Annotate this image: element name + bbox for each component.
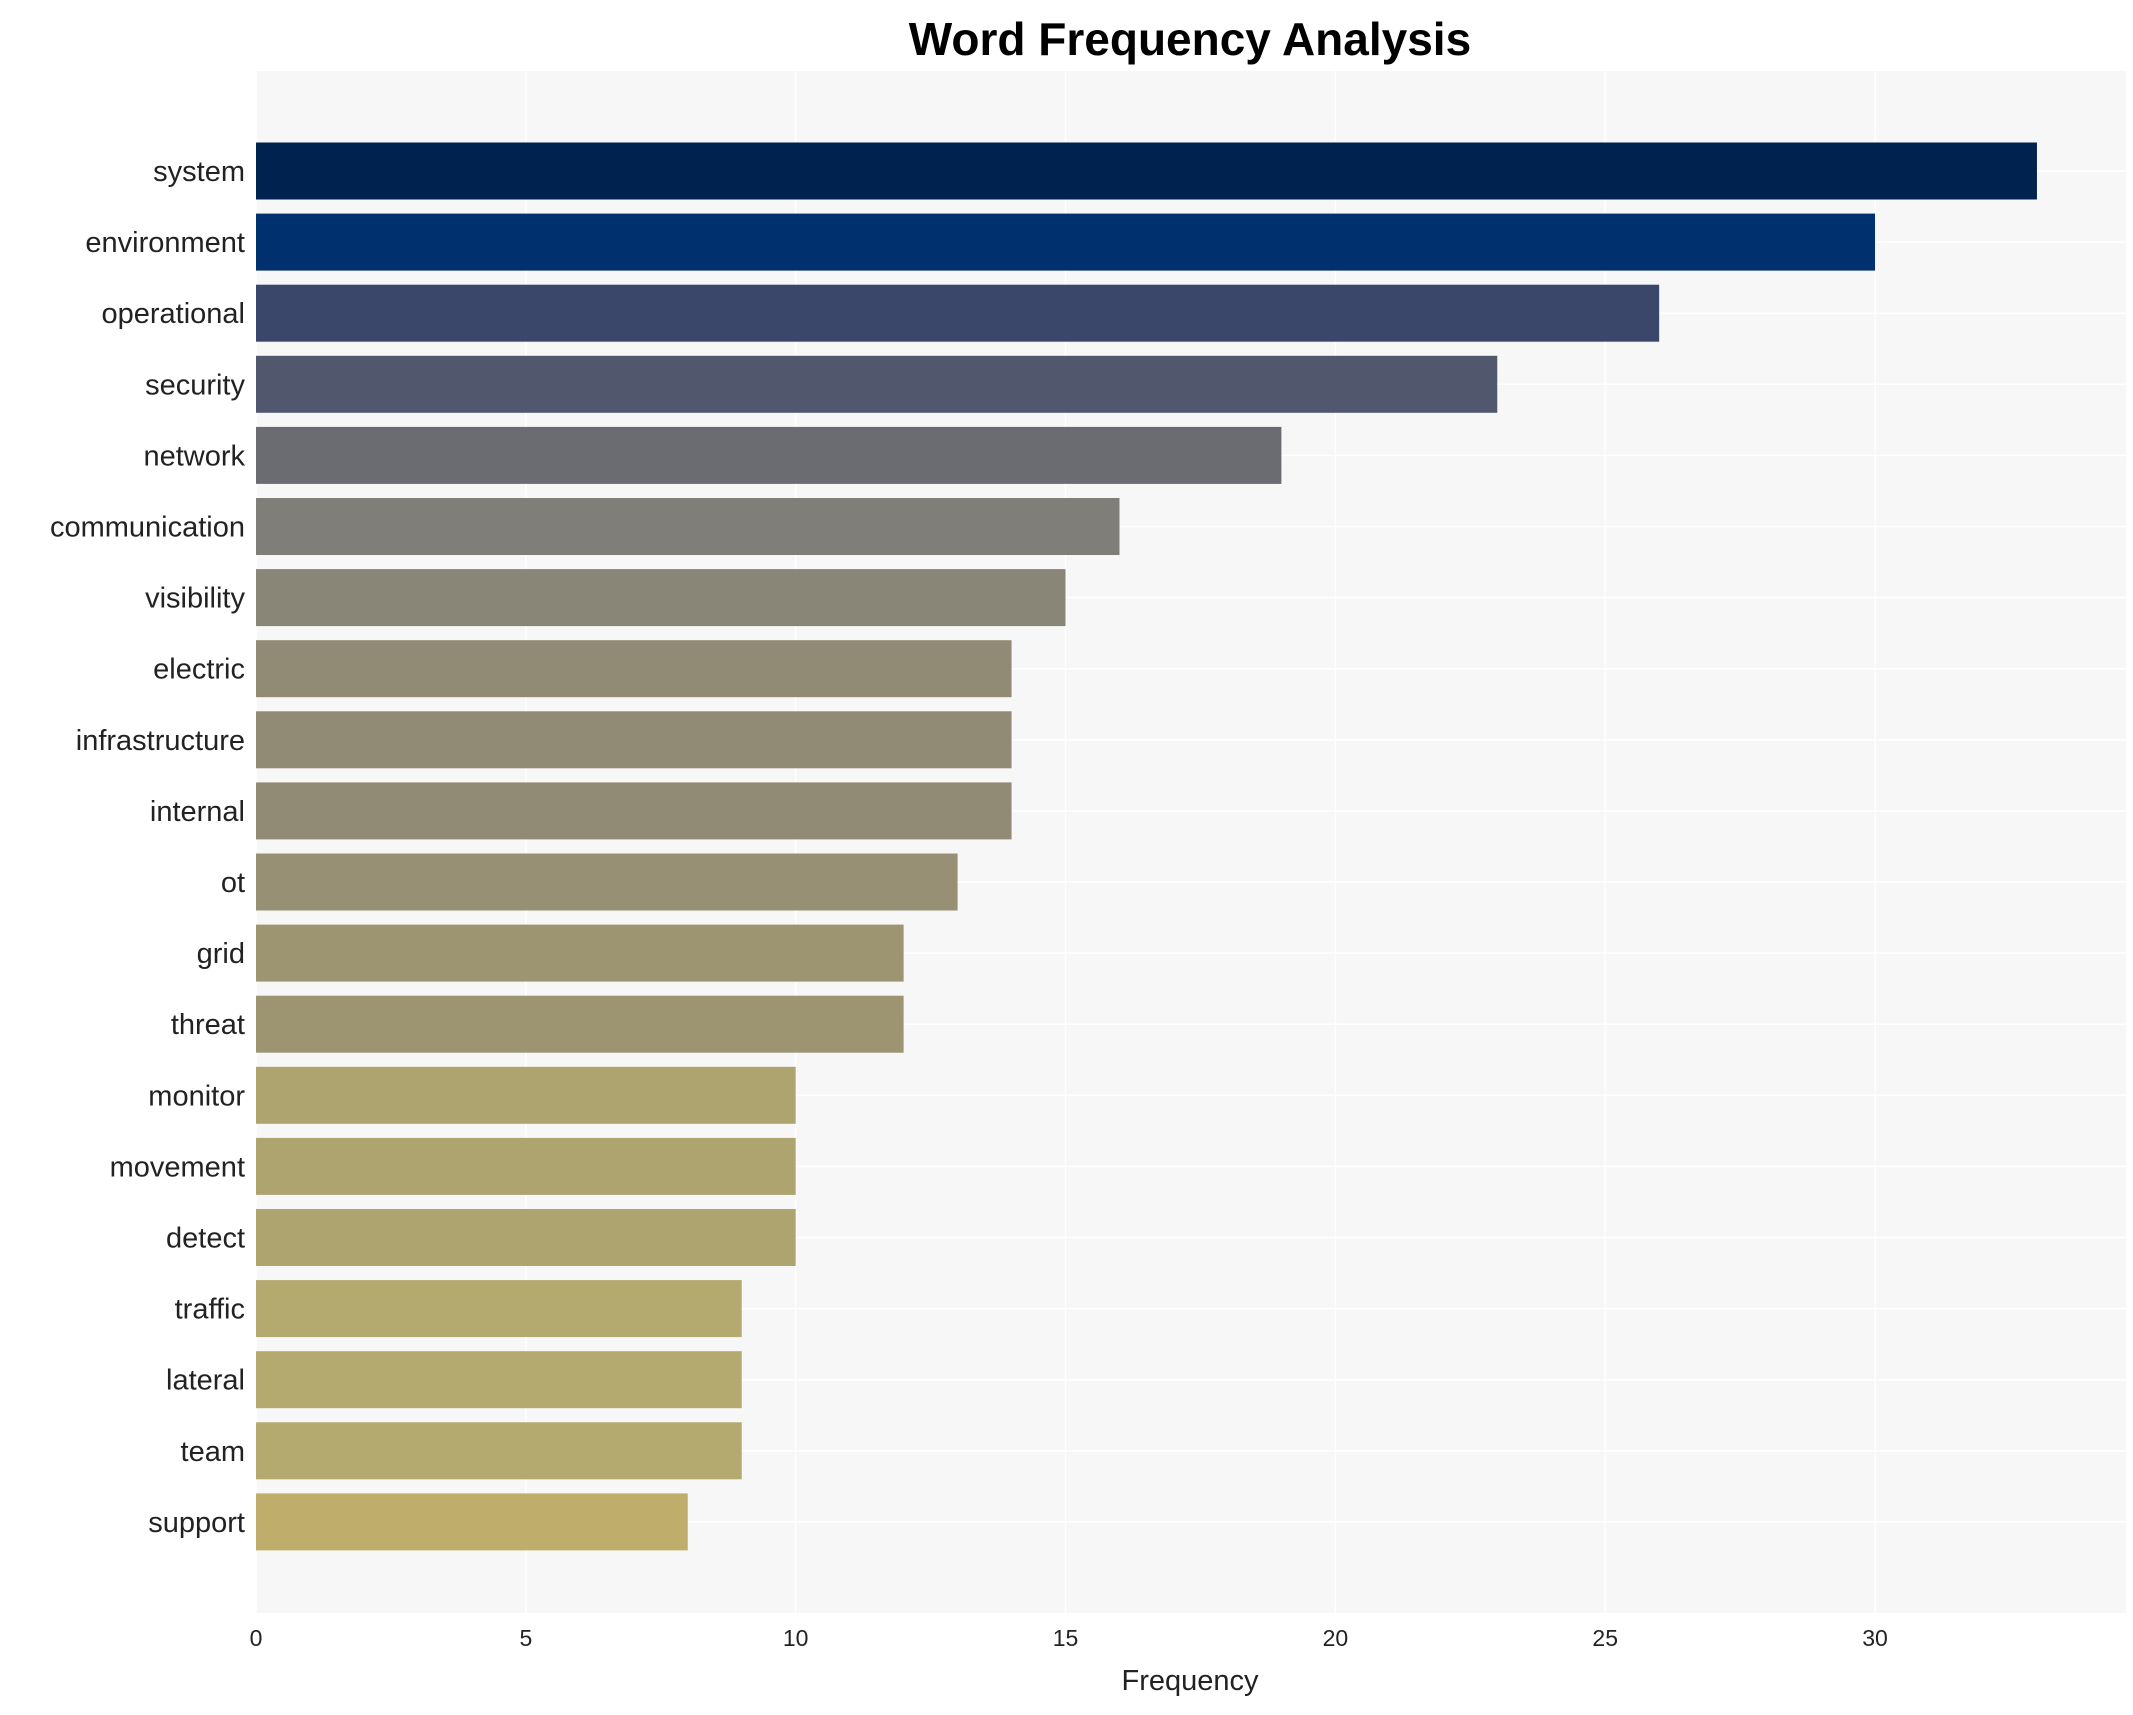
- y-tick-label: lateral: [166, 1365, 245, 1397]
- y-tick-label: operational: [102, 298, 246, 330]
- y-tick-label: security: [145, 369, 245, 401]
- bar-threat: [256, 995, 904, 1053]
- y-tick-label: monitor: [148, 1080, 245, 1112]
- bar-detect: [256, 1209, 796, 1266]
- y-tick-label: internal: [150, 796, 245, 828]
- bar-traffic: [256, 1280, 742, 1338]
- bar-monitor: [256, 1066, 796, 1124]
- x-tick-label: 30: [1862, 1625, 1888, 1651]
- bar-environment: [256, 213, 1876, 271]
- y-tick-label: system: [153, 156, 245, 188]
- bars: [256, 142, 2037, 1551]
- y-tick-label: movement: [110, 1151, 245, 1183]
- bar-internal: [256, 782, 1012, 840]
- x-tick-labels: 0 5 10 15 20 25 30: [250, 1625, 1888, 1651]
- bar-support: [256, 1493, 688, 1551]
- y-tick-label: visibility: [145, 583, 245, 615]
- x-tick-label: 0: [250, 1625, 263, 1651]
- bar-network: [256, 426, 1282, 484]
- bar-security: [256, 355, 1498, 413]
- x-tick-label: 20: [1323, 1625, 1349, 1651]
- y-tick-label: traffic: [175, 1294, 245, 1326]
- bar-movement: [256, 1137, 796, 1195]
- chart-title: Word Frequency Analysis: [909, 13, 1471, 65]
- y-tick-label: support: [148, 1507, 245, 1539]
- bar-visibility: [256, 569, 1066, 627]
- x-tick-label: 15: [1053, 1625, 1079, 1651]
- x-axis-label: Frequency: [1121, 1665, 1259, 1697]
- y-tick-label: electric: [153, 654, 245, 686]
- bar-communication: [256, 498, 1120, 555]
- y-tick-label: team: [181, 1436, 245, 1468]
- bar-grid: [256, 924, 904, 982]
- y-tick-label: grid: [197, 938, 245, 970]
- bar-infrastructure: [256, 711, 1012, 769]
- y-tick-label: ot: [221, 867, 245, 899]
- y-tick-label: detect: [166, 1223, 245, 1255]
- y-tick-label: threat: [171, 1009, 245, 1041]
- bar-lateral: [256, 1351, 742, 1409]
- bar-electric: [256, 640, 1012, 698]
- bar-team: [256, 1422, 742, 1480]
- x-tick-label: 5: [519, 1625, 532, 1651]
- y-tick-label: infrastructure: [76, 725, 245, 757]
- y-tick-labels: system environment operational security netw…: [50, 156, 246, 1539]
- x-tick-label: 10: [783, 1625, 809, 1651]
- bar-ot: [256, 853, 958, 911]
- y-tick-label: communication: [50, 512, 245, 544]
- y-tick-label: network: [143, 440, 245, 472]
- x-tick-label: 25: [1592, 1625, 1618, 1651]
- bar-system: [256, 142, 2037, 200]
- bar-operational: [256, 284, 1660, 342]
- y-tick-label: environment: [85, 227, 245, 259]
